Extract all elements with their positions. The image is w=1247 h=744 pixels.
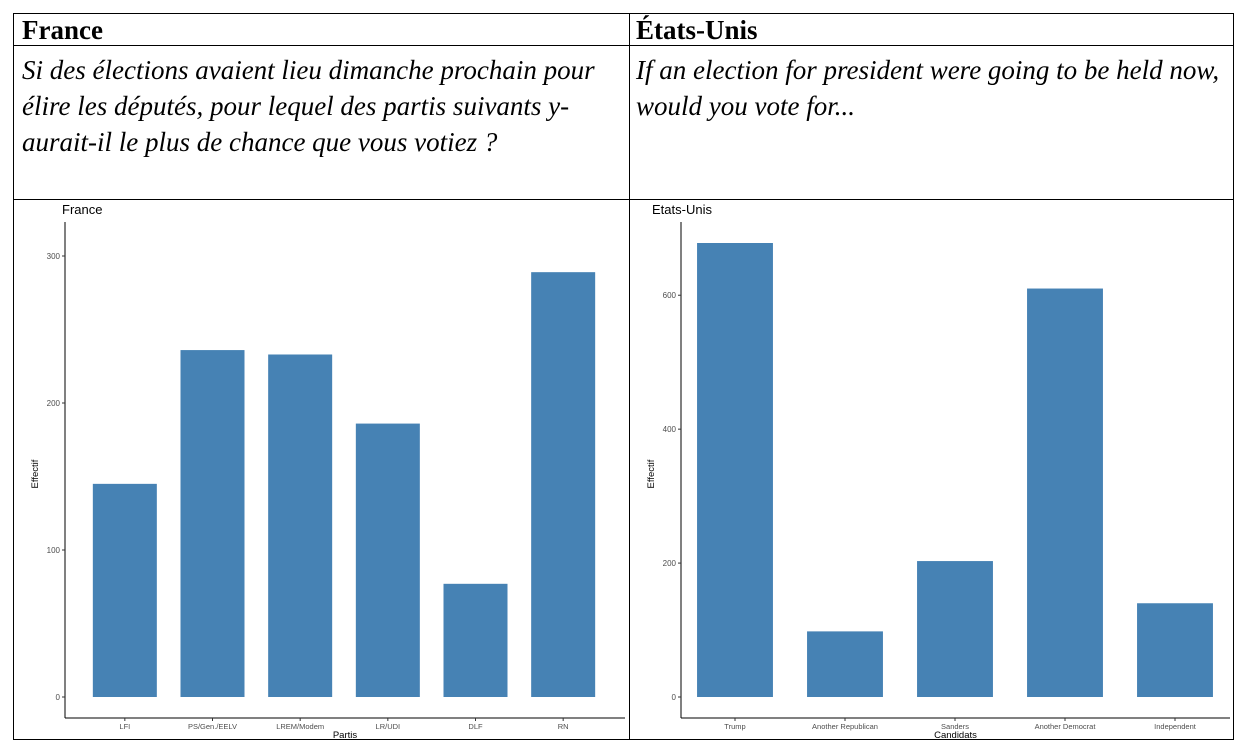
france-y-tick-label: 0 [56,693,61,702]
usa-bar [917,561,993,697]
france-x-axis-title: Partis [333,730,358,741]
usa-bar [1137,603,1213,697]
usa-y-tick-label: 600 [663,291,677,300]
table-header-divider [13,45,1234,46]
france-bar [268,354,333,697]
usa-y-tick-label: 400 [663,425,677,434]
france-y-tick-label: 200 [47,399,61,408]
france-chart-title: France [62,202,103,217]
france-x-tick-label: PS/Gen./EELV [188,722,237,731]
france-x-tick-label: RN [558,722,569,731]
usa-chart-title: Etats-Unis [652,202,712,217]
usa-y-tick-label: 200 [663,559,677,568]
usa-bar [807,631,883,697]
france-x-tick-label: LFI [119,722,130,731]
france-header: France [22,15,103,45]
france-bar [92,483,157,697]
usa-x-axis-title: Candidats [934,730,977,741]
usa-bar-chart: 0 200 400 600 Trump Another Republican Sanders… [646,222,1230,741]
usa-x-tick-label: Independent [1154,722,1197,731]
comparison-table [13,13,1234,740]
usa-question: If an election for president were going … [636,55,1220,121]
usa-bar [697,243,773,697]
usa-y-axis-title: Effectif [646,459,657,488]
usa-x-tick-label: Sanders [941,722,969,731]
france-bar [531,272,596,697]
usa-x-tick-label: Another Democrat [1035,722,1097,731]
france-y-tick-label: 100 [47,546,61,555]
usa-bar [1027,288,1103,697]
france-x-tick-label: DLF [468,722,483,731]
france-y-axis-title: Effectif [30,459,41,488]
usa-header: États-Unis [636,15,758,45]
france-bar [443,583,508,697]
usa-y-tick-label: 0 [672,693,677,702]
france-x-tick-label: LREM/Modem [276,722,324,731]
france-bar [355,423,420,697]
table-row-divider [13,199,1234,200]
usa-x-tick-label: Trump [724,722,745,731]
france-bar-chart: 0 100 200 300 LFI PS/Gen./EELV LREM/Modem LR/UD… [30,222,625,741]
table-column-divider [629,13,630,740]
usa-x-tick-label: Another Republican [812,722,878,731]
france-bar [180,350,245,697]
france-question: Si des élections avaient lieu dimanche p… [22,55,595,157]
france-x-tick-label: LR/UDI [376,722,401,731]
france-y-tick-label: 300 [47,252,61,261]
